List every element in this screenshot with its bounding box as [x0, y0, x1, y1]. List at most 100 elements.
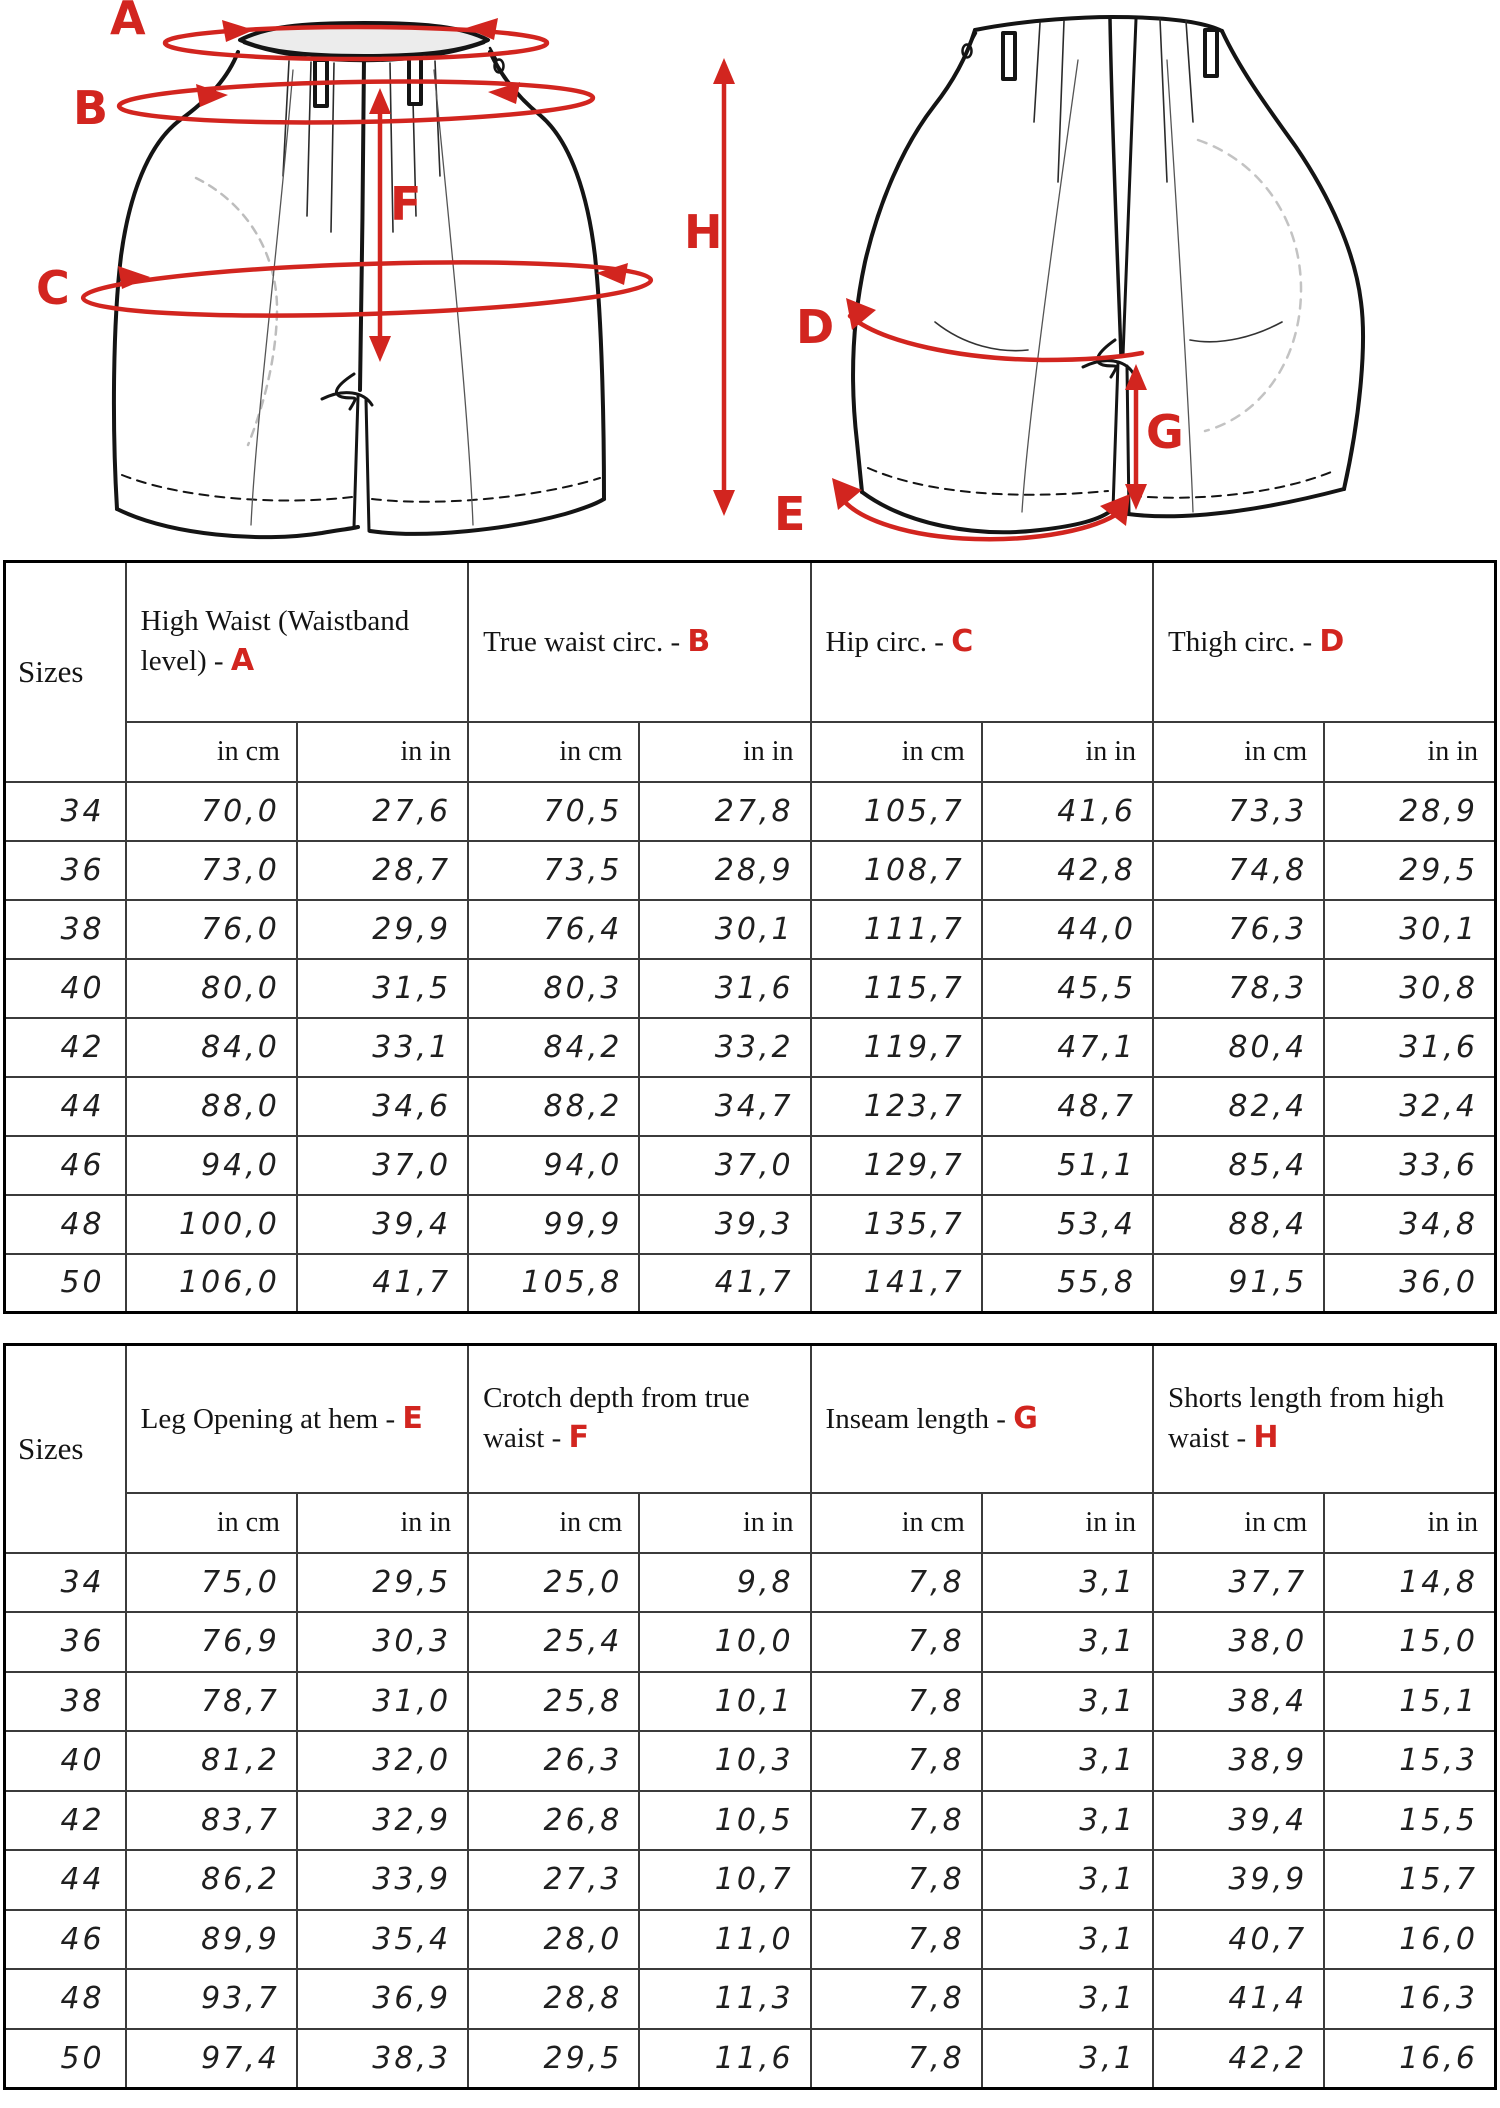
value-cell: 85,4	[1151, 1134, 1326, 1196]
value-cell: 88,4	[1151, 1193, 1326, 1255]
table-row: 48 93,7 36,9 28,8 11,3 7,8 3,1 41,4 16,3	[3, 1968, 1497, 2030]
table-body: 34 75,0 29,5 25,0 9,8 7,8 3,1 37,7 14,8 36 76,9 30,…	[3, 1551, 1497, 2089]
table-row: 50 97,4 38,3 29,5 11,6 7,8 3,1 42,2 16,6	[3, 2027, 1497, 2089]
label-H: H	[684, 205, 723, 259]
unit-header-cm: in cm	[467, 720, 641, 783]
unit-header-in: in in	[295, 1491, 470, 1554]
value-cell: 84,2	[467, 1016, 641, 1078]
back-crotch-threads	[1081, 338, 1135, 379]
value-cell: 7,8	[809, 1730, 983, 1792]
value-cell: 97,4	[124, 2027, 298, 2089]
value-cell: 39,3	[638, 1193, 812, 1255]
unit-header-in: in in	[980, 720, 1155, 783]
value-cell: 39,4	[1151, 1789, 1326, 1851]
value-cell: 86,2	[124, 1849, 298, 1911]
back-belt-loop	[1001, 31, 1017, 81]
front-left-hem	[115, 507, 360, 540]
front-crotch-threads	[320, 372, 374, 411]
front-view-drawing	[111, 21, 606, 540]
value-cell: 31,5	[295, 957, 470, 1019]
value-cell: 9,8	[638, 1551, 812, 1613]
value-cell: 29,5	[295, 1551, 470, 1613]
value-cell: 7,8	[809, 1849, 983, 1911]
value-cell: 75,0	[124, 1551, 298, 1613]
size-cell: 34	[3, 780, 127, 842]
table-row: 38 78,7 31,0 25,8 10,1 7,8 3,1 38,4 15,1	[3, 1670, 1497, 1732]
value-cell: 34,6	[295, 1075, 470, 1137]
value-cell: 76,3	[1151, 898, 1326, 960]
back-center-seam	[1108, 17, 1123, 358]
value-cell: 29,9	[295, 898, 470, 960]
value-cell: 7,8	[809, 1551, 983, 1613]
column-header-hip: Hip circ. - C	[809, 560, 1155, 723]
value-cell: 129,7	[809, 1134, 983, 1196]
value-cell: 48,7	[980, 1075, 1155, 1137]
value-cell: 7,8	[809, 1968, 983, 2030]
back-seat-curves	[934, 321, 1283, 352]
value-cell: 11,6	[638, 2027, 812, 2089]
value-cell: 25,4	[467, 1611, 641, 1673]
value-cell: 42,2	[1151, 2027, 1326, 2089]
value-cell: 70,5	[467, 780, 641, 842]
label-C: C	[36, 261, 70, 315]
value-cell: 7,8	[809, 1611, 983, 1673]
measure-ellipse-A	[162, 24, 550, 62]
value-cell: 53,4	[980, 1193, 1155, 1255]
value-cell: 41,7	[295, 1252, 470, 1314]
front-hem-stitch	[121, 474, 601, 503]
value-cell: 108,7	[809, 839, 983, 901]
value-cell: 81,2	[124, 1730, 298, 1792]
column-header-high-waist: High Waist (Waistband level) - A	[124, 560, 470, 723]
value-cell: 32,4	[1323, 1075, 1497, 1137]
value-cell: 80,4	[1151, 1016, 1326, 1078]
measure-arc-D	[847, 313, 1145, 363]
value-cell: 7,8	[809, 1908, 983, 1970]
size-cell: 48	[3, 1193, 127, 1255]
size-cell: 36	[3, 839, 127, 901]
value-cell: 30,1	[638, 898, 812, 960]
column-header-leg-opening: Leg Opening at hem - E	[124, 1343, 470, 1494]
value-cell: 111,7	[809, 898, 983, 960]
table-row: 42 84,0 33,1 84,2 33,2 119,7 47,1 80,4 31,6	[3, 1016, 1497, 1078]
value-cell: 31,0	[295, 1670, 470, 1732]
back-pleat-lines	[1033, 18, 1194, 183]
value-cell: 42,8	[980, 839, 1155, 901]
value-cell: 88,0	[124, 1075, 298, 1137]
value-cell: 37,7	[1151, 1551, 1326, 1613]
value-cell: 27,3	[467, 1849, 641, 1911]
size-cell: 38	[3, 1670, 127, 1732]
size-cell: 42	[3, 1016, 127, 1078]
value-cell: 89,9	[124, 1908, 298, 1970]
value-cell: 7,8	[809, 2027, 983, 2089]
size-cell: 36	[3, 1611, 127, 1673]
value-cell: 94,0	[124, 1134, 298, 1196]
unit-header-in: in in	[1323, 1491, 1497, 1554]
column-header-crotch-depth: Crotch depth from true waist - F	[467, 1343, 812, 1494]
label-F: F	[390, 177, 421, 231]
value-cell: 45,5	[980, 957, 1155, 1019]
back-right-hem	[1126, 487, 1346, 519]
value-cell: 11,0	[638, 1908, 812, 1970]
unit-header-in: in in	[980, 1491, 1154, 1554]
value-cell: 25,8	[467, 1670, 641, 1732]
value-cell: 36,9	[295, 1968, 470, 2030]
value-cell: 16,6	[1323, 2027, 1497, 2089]
table-row: 46 94,0 37,0 94,0 37,0 129,7 51,1 85,4 33,6	[3, 1134, 1497, 1196]
value-cell: 34,7	[638, 1075, 812, 1137]
value-cell: 3,1	[980, 1849, 1154, 1911]
front-pocket-outline	[194, 176, 279, 447]
size-cell: 46	[3, 1134, 127, 1196]
measurement-marks	[80, 24, 1145, 542]
value-cell: 28,0	[467, 1908, 641, 1970]
size-cell: 40	[3, 1730, 127, 1792]
value-cell: 3,1	[980, 1908, 1154, 1970]
table-row: 34 75,0 29,5 25,0 9,8 7,8 3,1 37,7 14,8	[3, 1551, 1497, 1613]
value-cell: 27,8	[638, 780, 812, 842]
back-waist-edge	[973, 15, 1224, 33]
value-cell: 80,3	[467, 957, 641, 1019]
table-row: 44 86,2 33,9 27,3 10,7 7,8 3,1 39,9 15,7	[3, 1849, 1497, 1911]
size-table-lengths: Sizes Leg Opening at hem - E Crotch dept…	[3, 1343, 1497, 2090]
value-cell: 16,3	[1323, 1968, 1497, 2030]
back-left-hem	[860, 490, 1115, 535]
